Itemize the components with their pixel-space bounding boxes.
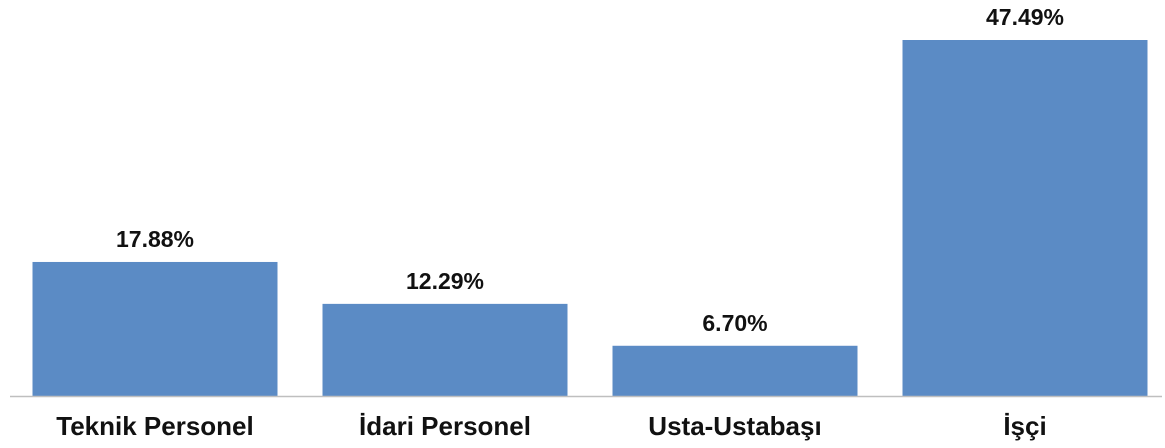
bar (32, 261, 278, 396)
bar (902, 40, 1148, 396)
value-label: 47.49% (986, 4, 1064, 30)
value-label: 6.70% (702, 310, 767, 336)
x-tick-label: İdari Personel (359, 411, 531, 441)
value-label: 12.29% (406, 268, 484, 294)
value-label: 17.88% (116, 226, 194, 252)
bar (322, 303, 568, 396)
bar (612, 345, 858, 396)
x-tick-label: Usta-Ustabaşı (648, 411, 821, 441)
x-tick-label: Teknik Personel (56, 411, 254, 441)
x-tick-label: İşçi (1003, 411, 1046, 441)
